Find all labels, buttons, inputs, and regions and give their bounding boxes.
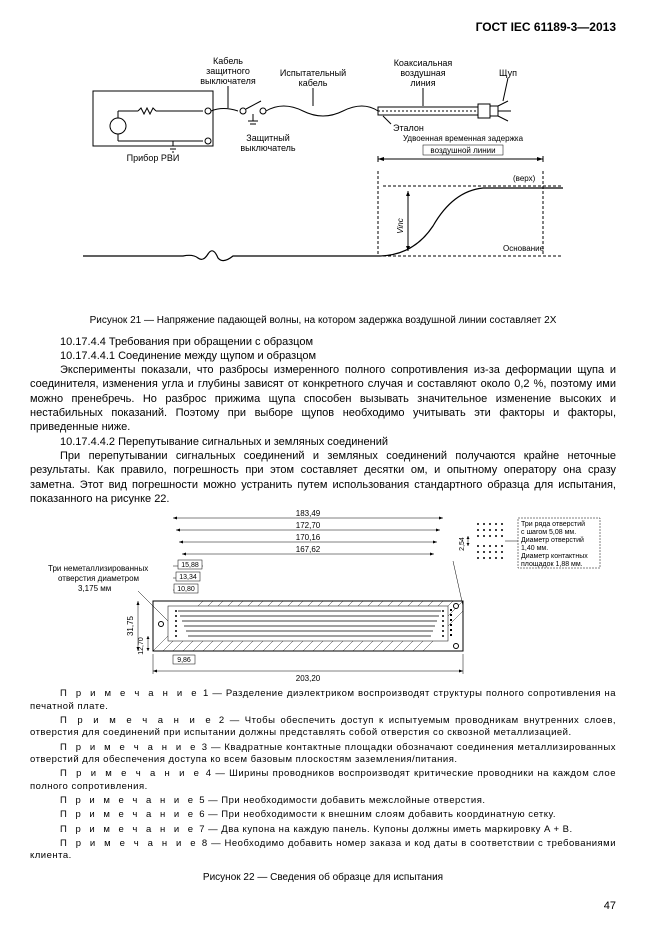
note-3: П р и м е ч а н и е 3 — Квадратные конта…: [30, 742, 616, 767]
svg-text:линия: линия: [410, 78, 435, 88]
svg-text:2,54: 2,54: [459, 537, 466, 551]
svg-text:(верх): (верх): [513, 174, 536, 183]
para-2: При перепутывании сигнальных соединений …: [30, 449, 616, 506]
svg-text:Прибор РВИ: Прибор РВИ: [127, 153, 180, 163]
note-2: П р и м е ч а н и е 2 — Чтобы обеспечить…: [30, 715, 616, 740]
section-10-17-4-4-1: 10.17.4.4.1 Соединение между щупом и обр…: [30, 349, 616, 363]
svg-text:Диаметр контактных: Диаметр контактных: [521, 553, 588, 560]
svg-text:13,34: 13,34: [179, 574, 197, 581]
svg-text:Основание: Основание: [503, 244, 545, 253]
svg-text:12,70: 12,70: [138, 637, 145, 655]
svg-text:1,40 мм.: 1,40 мм.: [521, 545, 548, 552]
note-1: П р и м е ч а н и е 1 — Разделение диэле…: [30, 688, 616, 713]
svg-text:Диаметр отверстий: Диаметр отверстий: [521, 536, 584, 544]
svg-text:воздушная: воздушная: [400, 68, 445, 78]
svg-text:воздушной линии: воздушной линии: [430, 146, 495, 155]
note-6: П р и м е ч а н и е 6 — При необходимост…: [30, 809, 616, 821]
svg-text:выключателя: выключателя: [200, 76, 256, 86]
svg-text:170,16: 170,16: [296, 533, 321, 542]
svg-text:Щуп: Щуп: [499, 68, 517, 78]
section-10-17-4-4: 10.17.4.4 Требования при обращении с обр…: [30, 335, 616, 349]
note-4: П р и м е ч а н и е 4 — Ширины проводник…: [30, 768, 616, 793]
svg-text:Коаксиальная: Коаксиальная: [394, 58, 453, 68]
svg-text:9,86: 9,86: [177, 657, 191, 664]
figure-21: Прибор РВИ Кабель защитного выключателя …: [63, 46, 583, 306]
svg-text:Три ряда отверстий: Три ряда отверстий: [521, 520, 585, 528]
section-10-17-4-4-2: 10.17.4.4.2 Перепутывание сигнальных и з…: [30, 435, 616, 449]
para-1: Эксперименты показали, что разбросы изме…: [30, 363, 616, 434]
svg-text:с шагом 5,08 мм.: с шагом 5,08 мм.: [521, 529, 576, 536]
svg-text:Эталон: Эталон: [393, 123, 424, 133]
svg-text:площадок 1,88 мм.: площадок 1,88 мм.: [521, 561, 583, 568]
note-7: П р и м е ч а н и е 7 — Два купона на ка…: [30, 824, 616, 836]
svg-text:Защитный: Защитный: [246, 133, 289, 143]
svg-text:Три неметаллизированных: Три неметаллизированных: [48, 564, 148, 573]
svg-text:167,62: 167,62: [296, 545, 321, 554]
svg-text:Удвоенная временная задержка: Удвоенная временная задержка: [403, 134, 524, 143]
svg-text:172,70: 172,70: [296, 521, 321, 530]
svg-text:Испытательный: Испытательный: [280, 68, 346, 78]
note-5: П р и м е ч а н и е 5 — При необходимост…: [30, 795, 616, 807]
fig22-caption: Рисунок 22 — Сведения об образце для исп…: [30, 871, 616, 884]
doc-header: ГОСТ IEC 61189-3—2013: [30, 20, 616, 36]
figure-22: Три неметаллизированных отверстия диамет…: [43, 506, 603, 686]
svg-text:Vinc: Vinc: [396, 218, 405, 233]
svg-text:15,88: 15,88: [181, 562, 199, 569]
svg-text:отверстия диаметром: отверстия диаметром: [58, 574, 139, 583]
svg-text:защитного: защитного: [206, 66, 250, 76]
svg-text:31,75: 31,75: [126, 616, 135, 637]
fig21-caption: Рисунок 21 — Напряжение падающей волны, …: [30, 314, 616, 327]
svg-text:203,20: 203,20: [296, 674, 321, 683]
svg-text:10,80: 10,80: [177, 586, 195, 593]
page-number: 47: [30, 899, 616, 913]
svg-text:кабель: кабель: [299, 78, 328, 88]
svg-text:Кабель: Кабель: [213, 56, 243, 66]
svg-text:183,49: 183,49: [296, 509, 321, 518]
note-8: П р и м е ч а н и е 8 — Необходимо добав…: [30, 838, 616, 863]
svg-text:3,175 мм: 3,175 мм: [78, 584, 111, 593]
svg-text:выключатель: выключатель: [240, 143, 296, 153]
